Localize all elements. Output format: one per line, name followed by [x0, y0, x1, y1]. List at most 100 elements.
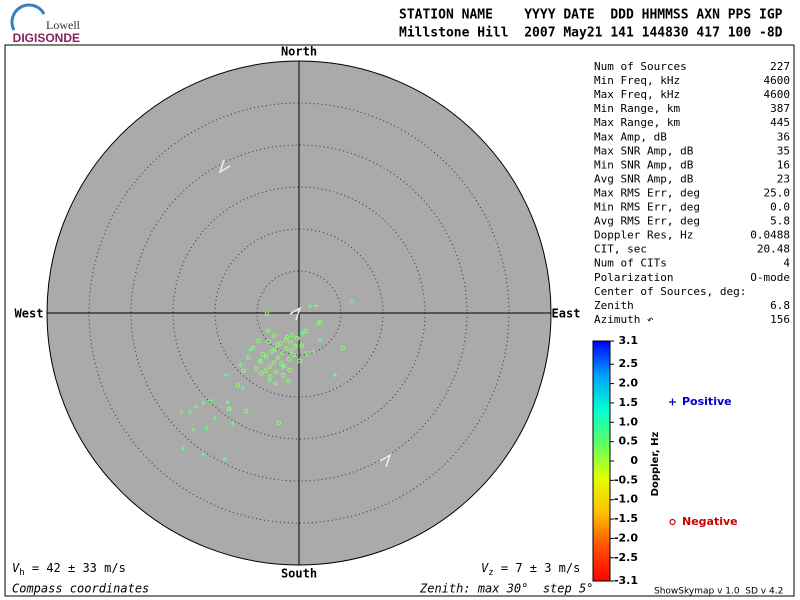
- source-point: [276, 420, 282, 426]
- legend-marker: [669, 398, 676, 406]
- source-point: [264, 311, 270, 317]
- footer-left: Compass coordinates: [12, 582, 149, 596]
- colorbar-tick-label: -0.5: [614, 473, 638, 486]
- compass-label: West: [15, 307, 44, 321]
- stat-label: CIT, sec: [594, 243, 647, 256]
- stat-value: 445: [770, 116, 790, 129]
- source-point: [256, 338, 261, 344]
- source-point: [340, 345, 345, 351]
- source-point: [230, 421, 236, 427]
- source-point: [253, 366, 259, 371]
- source-point: [291, 352, 297, 358]
- source-point: [208, 397, 214, 403]
- velocity-arrow: [289, 306, 302, 321]
- frame: [4, 44, 795, 597]
- stat-value: 0.0: [770, 201, 790, 214]
- source-point: [317, 319, 323, 325]
- source-point: [260, 351, 266, 357]
- source-point: [223, 372, 229, 378]
- source-point: [190, 427, 196, 433]
- source-point: [200, 400, 206, 406]
- source-point: [275, 355, 281, 360]
- source-point: [263, 354, 269, 359]
- stat-label: Center of Sources, deg:: [594, 285, 746, 298]
- source-point: [226, 406, 232, 412]
- stat-label: Min RMS Err, deg: [594, 201, 700, 214]
- stat-value: 35: [777, 144, 790, 157]
- source-point: [313, 302, 319, 308]
- source-point: [287, 367, 293, 373]
- colorbar-tick-label: 0.5: [619, 435, 639, 448]
- source-point: [285, 378, 291, 384]
- stat-value: 227: [770, 60, 790, 73]
- source-point: [241, 368, 246, 374]
- stat-label: Min Range, km: [594, 102, 680, 115]
- stat-value: 20.48: [757, 243, 790, 256]
- source-point: [305, 351, 310, 356]
- source-point: [349, 298, 355, 304]
- source-point: [292, 344, 298, 349]
- source-point: [258, 359, 263, 365]
- vz-text: = 7 ± 3 m/s: [494, 561, 581, 575]
- source-point: [289, 348, 294, 354]
- stat-label: Zenith: [594, 299, 634, 312]
- footer-middle: Zenith: max 30° step 5°: [419, 582, 593, 596]
- colorbar-tick-label: -1.5: [614, 512, 638, 525]
- compass-label: East: [552, 307, 581, 321]
- velocity-arrow: [379, 453, 392, 468]
- colorbar-tick-label: -3.1: [614, 574, 638, 587]
- vz-symbol: V: [481, 561, 489, 575]
- source-point: [200, 451, 206, 457]
- source-point: [279, 351, 285, 356]
- source-point: [250, 345, 256, 350]
- source-point: [274, 369, 279, 375]
- velocity-arrow: [218, 159, 231, 174]
- stat-label: Avg RMS Err, deg: [594, 215, 700, 228]
- stat-label: Avg SNR Amp, dB: [594, 172, 694, 185]
- source-point: [187, 409, 193, 415]
- source-point: [280, 372, 286, 378]
- stat-value: 4600: [764, 74, 791, 87]
- logo-arc: [10, 3, 46, 31]
- stat-label: Max Amp, dB: [594, 130, 667, 143]
- source-point: [178, 409, 184, 415]
- source-point: [279, 361, 284, 366]
- colorbar-tick-label: -2.5: [614, 551, 638, 564]
- source-point: [278, 340, 283, 346]
- vh-label: Vh = 42 ± 33 m/s: [12, 561, 126, 578]
- colorbar-tick-label: 3.1: [619, 334, 639, 347]
- source-point: [289, 332, 295, 338]
- colorbar-tick-label: -2.0: [614, 531, 638, 544]
- source-point: [272, 346, 277, 352]
- source-point: [235, 382, 240, 388]
- source-point: [258, 371, 264, 376]
- source-point: [240, 385, 246, 391]
- stat-label: Num of Sources: [594, 60, 687, 73]
- vh-sub: h: [19, 568, 24, 578]
- stat-value: 36: [777, 130, 790, 143]
- source-point: [303, 329, 309, 334]
- source-point: [269, 349, 275, 354]
- vh-symbol: V: [12, 561, 20, 575]
- source-point: [222, 456, 228, 462]
- stat-value: 23: [777, 172, 790, 185]
- source-point: [280, 364, 286, 370]
- stat-label: Max RMS Err, deg: [594, 186, 700, 199]
- source-point: [266, 339, 272, 344]
- colorbar-tick-label: 0: [630, 454, 638, 467]
- source-point: [271, 360, 277, 365]
- legend-label: Negative: [682, 515, 738, 528]
- source-point: [263, 368, 268, 374]
- logo-top: Lowell: [46, 18, 81, 32]
- stat-label: Min SNR Amp, dB: [594, 158, 694, 171]
- source-point: [284, 345, 289, 351]
- vh-text: = 42 ± 33 m/s: [25, 561, 126, 575]
- source-point: [295, 335, 300, 341]
- source-point: [284, 335, 290, 340]
- source-point: [297, 358, 303, 364]
- source-point: [271, 333, 277, 338]
- source-point: [212, 415, 218, 421]
- stat-label: Max Freq, kHz: [594, 88, 680, 101]
